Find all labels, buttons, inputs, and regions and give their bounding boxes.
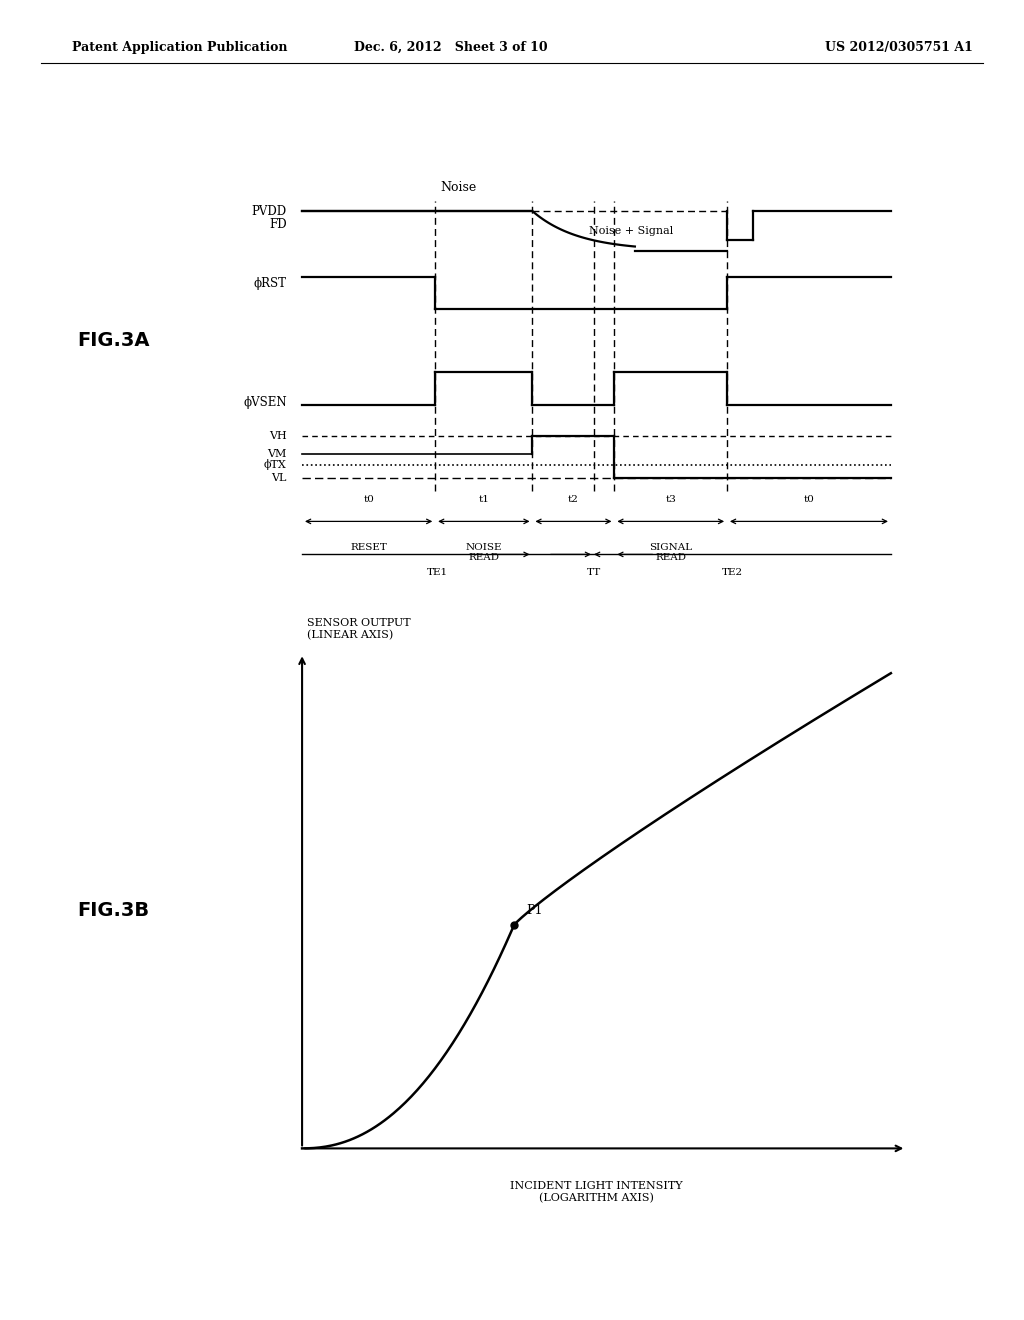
- Text: ϕRST: ϕRST: [254, 277, 287, 290]
- Text: ϕVSEN: ϕVSEN: [243, 396, 287, 409]
- Text: t0: t0: [364, 495, 374, 504]
- Text: PVDD: PVDD: [252, 205, 287, 218]
- Text: Dec. 6, 2012   Sheet 3 of 10: Dec. 6, 2012 Sheet 3 of 10: [353, 41, 548, 54]
- Text: ϕTX: ϕTX: [264, 459, 287, 470]
- Text: TE2: TE2: [722, 568, 742, 577]
- Text: SIGNAL
READ: SIGNAL READ: [649, 543, 692, 562]
- Text: VH: VH: [269, 430, 287, 441]
- Text: P1: P1: [526, 904, 543, 917]
- Text: Noise + Signal: Noise + Signal: [589, 226, 673, 236]
- Text: SENSOR OUTPUT
(LINEAR AXIS): SENSOR OUTPUT (LINEAR AXIS): [307, 618, 411, 640]
- Text: t0: t0: [804, 495, 814, 504]
- Text: t1: t1: [478, 495, 489, 504]
- Text: VL: VL: [271, 473, 287, 483]
- Text: TT: TT: [587, 568, 601, 577]
- Text: TE1: TE1: [427, 568, 449, 577]
- Text: VM: VM: [267, 449, 287, 459]
- Text: FIG.3A: FIG.3A: [77, 331, 150, 350]
- Text: FIG.3B: FIG.3B: [77, 902, 148, 920]
- Text: RESET: RESET: [350, 543, 387, 552]
- Text: INCIDENT LIGHT INTENSITY
(LOGARITHM AXIS): INCIDENT LIGHT INTENSITY (LOGARITHM AXIS…: [510, 1181, 683, 1204]
- Text: NOISE
READ: NOISE READ: [466, 543, 502, 562]
- Text: US 2012/0305751 A1: US 2012/0305751 A1: [825, 41, 973, 54]
- Text: Noise: Noise: [440, 181, 476, 194]
- Text: t2: t2: [568, 495, 579, 504]
- Text: t3: t3: [666, 495, 676, 504]
- Text: FD: FD: [269, 218, 287, 231]
- Text: Patent Application Publication: Patent Application Publication: [72, 41, 287, 54]
